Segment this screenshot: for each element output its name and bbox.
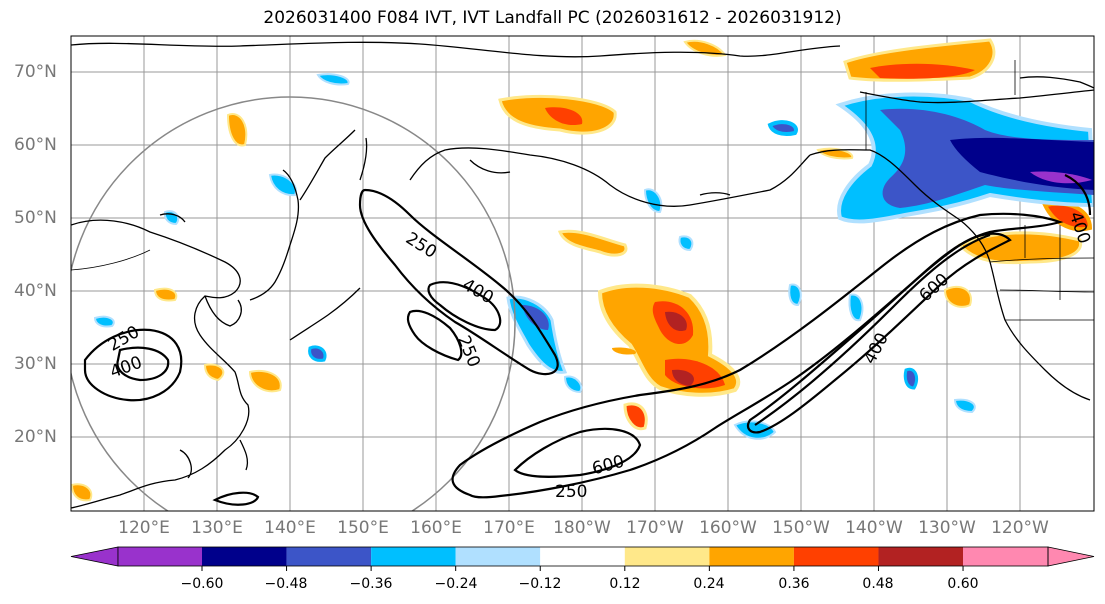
lon-label-150e: 150°E (337, 518, 389, 538)
colorbar-tick-label: −0.12 (518, 576, 562, 592)
lat-label-50n: 50°N (14, 208, 57, 228)
lat-label-30n: 30°N (14, 354, 57, 374)
colorbar-segment (709, 547, 794, 566)
colorbar-tick-label: −0.60 (180, 576, 224, 592)
lat-label-40n: 40°N (14, 281, 57, 301)
lat-label-60n: 60°N (14, 135, 57, 155)
colorbar (70, 546, 1095, 571)
lon-label-180w: 180°W (553, 518, 611, 538)
colorbar-segment (118, 547, 202, 566)
reference-circle (71, 96, 516, 511)
coastlines (71, 41, 1094, 509)
lon-label-150w: 150°W (772, 518, 830, 538)
colorbar-segment (624, 547, 710, 566)
colorbar-tick-label: 0.36 (778, 576, 810, 592)
lon-label-170e: 170°E (483, 518, 535, 538)
colorbar-segment (963, 547, 1048, 566)
lon-label-160e: 160°E (410, 518, 462, 538)
positive-pc-shading (71, 38, 1093, 502)
lon-label-120w: 120°W (991, 518, 1049, 538)
colorbar-extend-high (1047, 546, 1095, 567)
colorbar-tick-label: 0.48 (862, 576, 894, 592)
colorbar-segment (540, 547, 625, 566)
colorbar-segment (371, 547, 456, 566)
colorbar-segment (455, 547, 541, 566)
lon-label-130w: 130°W (918, 518, 976, 538)
contour-label-250-s: 250 (555, 482, 587, 502)
negative-pc-shading (93, 73, 1094, 440)
lon-label-160w: 160°W (699, 518, 757, 538)
colorbar-tick-label: −0.36 (349, 576, 393, 592)
colorbar-tick-label: 0.60 (947, 576, 979, 592)
lon-label-140e: 140°E (264, 518, 316, 538)
borders (71, 60, 1094, 321)
map-content (71, 36, 1094, 511)
lat-label-20n: 20°N (14, 427, 57, 447)
lon-label-120e: 120°E (118, 518, 170, 538)
colorbar-segment (878, 547, 964, 566)
colorbar-segment (793, 547, 879, 566)
colorbar-tick-label: −0.24 (434, 576, 478, 592)
colorbar-segment (202, 547, 287, 566)
map-frame (70, 35, 1095, 512)
colorbar-extend-low (70, 546, 119, 567)
ivt-contours (83, 174, 1092, 506)
lon-label-130e: 130°E (191, 518, 243, 538)
lon-label-140w: 140°W (845, 518, 903, 538)
lon-label-170w: 170°W (626, 518, 684, 538)
lat-label-70n: 70°N (14, 62, 57, 82)
colorbar-segment (286, 547, 372, 566)
colorbar-frame (117, 546, 1049, 567)
colorbar-tick-label: −0.48 (264, 576, 308, 592)
colorbar-tick-label: 0.24 (693, 576, 725, 592)
colorbar-tick-label: 0.12 (609, 576, 641, 592)
chart-title: 2026031400 F084 IVT, IVT Landfall PC (20… (263, 8, 842, 28)
